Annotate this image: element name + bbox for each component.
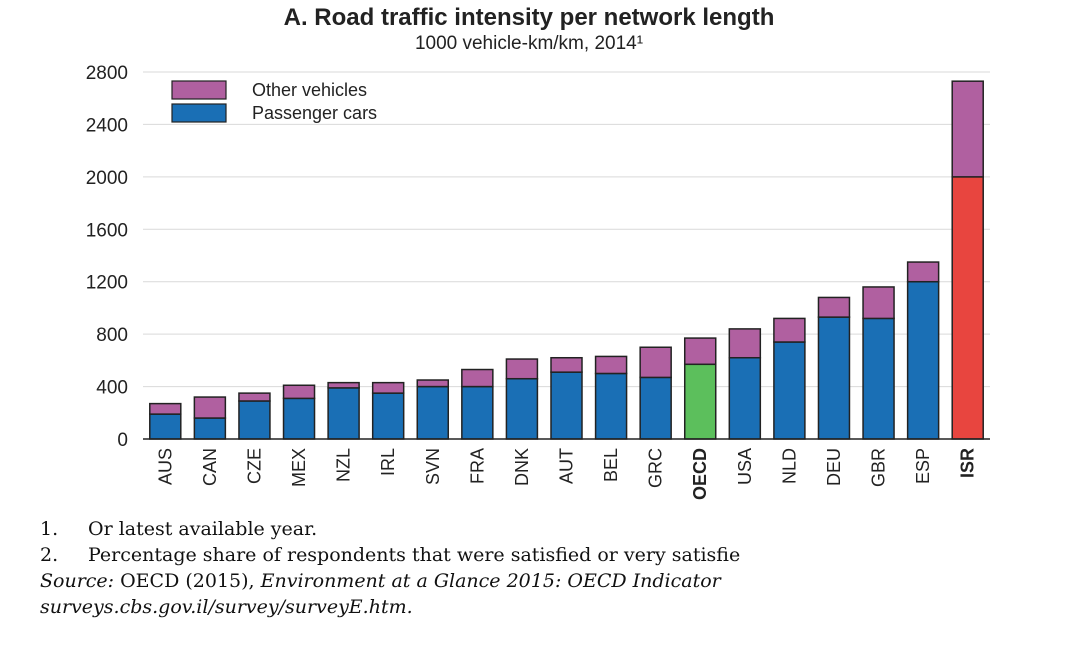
bar-passenger-cars <box>461 385 494 440</box>
x-tick-label: BEL <box>601 448 621 482</box>
bar-passenger-cars <box>371 392 405 440</box>
x-tick-label: CZE <box>244 448 264 484</box>
bar-passenger-cars <box>149 413 182 440</box>
footnote-2: 2. Percentage share of respondents that w… <box>40 542 1040 568</box>
bar-other-vehicles <box>193 396 227 419</box>
bar-other-vehicles <box>327 381 360 389</box>
bar-passenger-cars <box>550 371 583 440</box>
x-tick-label: SVN <box>423 448 443 485</box>
source-url: surveys.cbs.gov.il/survey/surveyE.htm. <box>40 596 413 618</box>
y-tick-label: 0 <box>117 430 128 451</box>
bar-other-vehicles <box>773 317 806 343</box>
chart-title: A. Road traffic intensity per network le… <box>283 4 775 31</box>
y-tick-label: 2000 <box>86 168 128 189</box>
bar-other-vehicles <box>461 368 494 388</box>
bar-other-vehicles <box>728 328 762 359</box>
x-tick-label: OECD <box>690 448 710 500</box>
bar-other-vehicles <box>371 381 405 394</box>
bar-passenger-cars <box>773 341 806 440</box>
bar-passenger-cars <box>639 376 672 440</box>
footnote-2-text: Percentage share of respondents that wer… <box>88 544 741 566</box>
x-tick-label: AUS <box>155 448 175 485</box>
legend-label: Passenger cars <box>252 103 377 123</box>
bar-passenger-cars <box>505 377 539 440</box>
bar-passenger-cars <box>238 400 271 440</box>
bar-other-vehicles <box>416 379 450 388</box>
x-tick-label: AUT <box>557 448 577 484</box>
footnotes: 1. Or latest available year. 2. Percentage… <box>40 516 1040 620</box>
bar-passenger-cars <box>728 356 762 440</box>
bar-passenger-cars <box>416 385 450 440</box>
x-tick-label: ISR <box>958 448 978 478</box>
bar-other-vehicles <box>906 261 940 283</box>
y-tick-label: 1600 <box>86 220 128 241</box>
x-tick-label: USA <box>735 448 755 485</box>
bar-other-vehicles <box>550 356 583 373</box>
bar-passenger-cars <box>906 280 940 440</box>
bar-other-vehicles <box>282 384 316 400</box>
chart-subtitle: 1000 vehicle-km/km, 2014¹ <box>414 33 644 54</box>
bar-passenger-cars <box>683 363 717 440</box>
legend-label: Other vehicles <box>252 80 367 100</box>
bar-passenger-cars <box>327 387 360 440</box>
y-tick-label: 400 <box>96 378 128 399</box>
source-label: Source: <box>40 570 115 592</box>
legend-swatch <box>171 80 227 100</box>
bar-other-vehicles <box>639 346 672 379</box>
x-tick-label: CAN <box>200 448 220 486</box>
x-tick-label: DEU <box>824 448 844 486</box>
bar-passenger-cars <box>862 317 895 440</box>
bar-passenger-cars <box>951 176 984 440</box>
y-tick-label: 2800 <box>86 63 128 84</box>
x-tick-label: NLD <box>779 448 799 484</box>
footnote-1-number: 1. <box>40 518 59 540</box>
y-tick-label: 2400 <box>86 115 128 136</box>
bar-other-vehicles <box>951 80 984 178</box>
bar-other-vehicles <box>505 358 539 380</box>
y-tick-label: 1200 <box>86 273 128 294</box>
footnote-1: 1. Or latest available year. <box>40 516 1040 542</box>
legend-swatch <box>171 103 227 123</box>
footnote-2-number: 2. <box>40 544 59 566</box>
bar-other-vehicles <box>862 286 895 320</box>
y-tick-label: 800 <box>96 325 128 346</box>
source-line: Source: OECD (2015), Environment at a Gl… <box>40 568 1040 594</box>
x-tick-label: ESP <box>913 448 933 484</box>
bar-other-vehicles <box>817 296 851 318</box>
bar-other-vehicles <box>683 337 717 366</box>
x-tick-label: GRC <box>646 448 666 488</box>
x-tick-label: GBR <box>869 448 889 487</box>
bar-other-vehicles <box>594 355 628 375</box>
footnote-1-text: Or latest available year. <box>88 518 318 540</box>
x-tick-label: NZL <box>334 448 354 482</box>
source-text: OECD (2015), <box>114 570 261 592</box>
bar-chart: 0 400 800 1200 1600 2000 2400 2800 AUS CAN CZE MEX N… <box>86 63 990 500</box>
x-tick-label: IRL <box>378 448 398 476</box>
bar-other-vehicles <box>238 392 271 402</box>
bar-passenger-cars <box>594 372 628 440</box>
bar-passenger-cars <box>817 316 851 440</box>
source-title: Environment at a Glance 2015: OECD Indic… <box>260 570 721 592</box>
x-tick-label: MEX <box>289 448 309 487</box>
x-tick-label: DNK <box>512 448 532 486</box>
bar-other-vehicles <box>149 402 182 415</box>
bar-passenger-cars <box>282 397 316 440</box>
bar-passenger-cars <box>193 417 227 440</box>
x-tick-label: FRA <box>467 448 487 484</box>
